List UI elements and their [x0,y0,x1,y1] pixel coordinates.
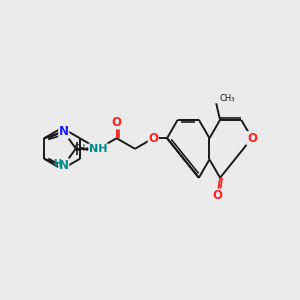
Text: N: N [59,159,69,172]
Text: O: O [112,116,122,129]
Text: O: O [247,132,257,145]
Text: N: N [59,125,69,138]
Text: CH₃: CH₃ [73,144,89,153]
Text: CH₃: CH₃ [220,94,235,103]
Text: H: H [53,159,61,169]
Text: NH: NH [89,144,107,154]
Text: O: O [148,132,158,145]
Text: O: O [212,189,222,202]
